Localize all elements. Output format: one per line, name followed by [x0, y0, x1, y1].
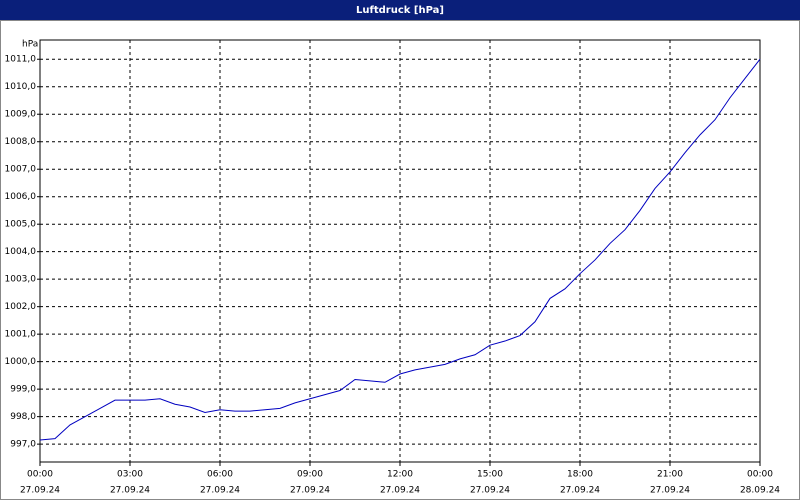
x-tick-date: 27.09.24: [200, 486, 240, 496]
x-tick-label: 15:00: [477, 470, 503, 480]
y-tick-label: 1001,0: [5, 330, 37, 340]
x-tick-date: 28.09.24: [740, 486, 780, 496]
y-tick-label: 1000,0: [5, 357, 37, 367]
x-tick-label: 09:00: [297, 470, 323, 480]
y-axis-label: hPa: [22, 40, 38, 50]
x-tick-label: 18:00: [567, 470, 593, 480]
y-tick-label: 1010,0: [5, 82, 37, 92]
line-series: [39, 58, 761, 441]
x-tick-date: 27.09.24: [560, 486, 600, 496]
y-tick-label: 999,0: [10, 385, 36, 395]
x-tick-date: 27.09.24: [380, 486, 420, 496]
y-tick-label: 998,0: [10, 412, 36, 422]
chart-title: Luftdruck [hPa]: [356, 5, 444, 16]
x-tick-date: 27.09.24: [650, 486, 690, 496]
y-tick-label: 1003,0: [5, 275, 37, 285]
x-tick-date: 27.09.24: [290, 486, 330, 496]
frame: [0, 20, 800, 500]
y-tick-label: 1009,0: [5, 110, 37, 120]
y-tick-label: 1007,0: [5, 165, 37, 175]
y-tick-label: 1002,0: [5, 302, 37, 312]
x-tick-label: 06:00: [207, 470, 233, 480]
x-tick-date: 27.09.24: [470, 486, 510, 496]
x-tick-label: 00:00: [747, 470, 773, 480]
x-tick-label: 03:00: [117, 470, 143, 480]
y-tick-label: 1004,0: [5, 247, 37, 257]
x-tick-label: 00:00: [27, 470, 53, 480]
y-tick-label: 1005,0: [5, 220, 37, 230]
x-tick-label: 12:00: [387, 470, 413, 480]
x-tick-label: 21:00: [657, 470, 683, 480]
y-tick-label: 997,0: [10, 440, 36, 450]
title-bar: [0, 0, 800, 20]
x-tick-date: 27.09.24: [110, 486, 150, 496]
x-tick-date: 27.09.24: [20, 486, 60, 496]
y-tick-label: 1008,0: [5, 137, 37, 147]
y-tick-label: 1011,0: [5, 55, 37, 65]
y-tick-label: 1006,0: [5, 192, 37, 202]
